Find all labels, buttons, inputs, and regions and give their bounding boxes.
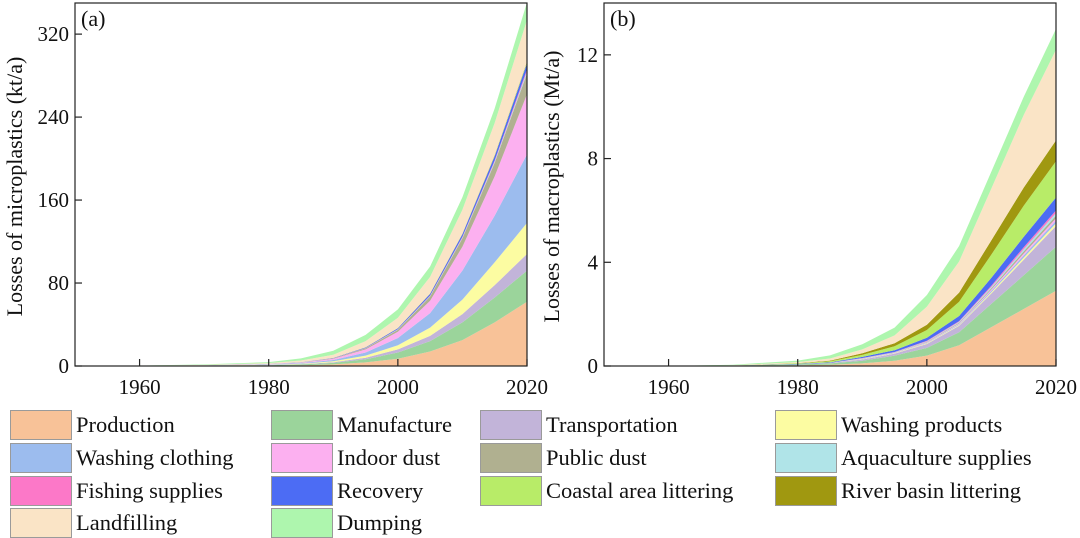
x-tick-label-a: 1980 (248, 375, 290, 399)
legend-label-manufacture: Manufacture (337, 412, 452, 437)
legend-label-fishing-supplies: Fishing supplies (76, 478, 223, 503)
area-b-production (604, 290, 1056, 366)
x-tick-label-b: 2000 (906, 375, 948, 399)
y-tick-label-a: 240 (38, 105, 70, 129)
legend-item-manufacture: Manufacture (271, 410, 452, 440)
legend-label-recovery: Recovery (337, 478, 424, 503)
legend-item-washing-products: Washing products (775, 410, 1002, 440)
y-axis-label-b: Losses of macroplastics (Mt/a) (539, 51, 564, 323)
legend-swatch-transportation (480, 410, 542, 440)
panel-a-microplastics: 0 80 160 240 320 1960 1980 2000 2020 (a) Losses of… (2, 2, 548, 399)
legend-swatch-aquaculture-supplies (775, 443, 837, 473)
legend-swatch-river-basin-littering (775, 476, 837, 506)
legend-item-coastal-area-littering: Coastal area littering (480, 476, 733, 506)
legend-swatch-washing-products (775, 410, 837, 440)
panel-b-macroplastics: 0 4 8 12 1960 1980 2000 2020 (b) Losses of macrop… (539, 2, 1077, 399)
y-axis-label-a: Losses of microplastics (kt/a) (2, 57, 27, 317)
y-tick-label-b: 0 (588, 354, 599, 378)
legend-label-landfilling: Landfilling (76, 510, 178, 535)
x-tick-label-a: 1960 (119, 375, 161, 399)
x-tick-label-b: 1980 (777, 375, 819, 399)
legend-swatch-recovery (271, 476, 333, 506)
panel-label-b: (b) (610, 6, 636, 31)
legend-label-production: Production (76, 412, 175, 437)
legend-label-indoor-dust: Indoor dust (337, 445, 441, 470)
area-b-dumping (604, 28, 1056, 367)
y-tick-label-a: 80 (48, 271, 69, 295)
legend-item-recovery: Recovery (271, 476, 423, 506)
legend-item-fishing-supplies: Fishing supplies (10, 476, 223, 506)
y-tick-label-a: 160 (38, 188, 70, 212)
area-a-production (75, 301, 527, 366)
legend-label-dumping: Dumping (337, 510, 423, 535)
legend-swatch-landfilling (10, 508, 72, 538)
legend-swatch-dumping (271, 508, 333, 538)
area-b-river-basin-littering (604, 140, 1056, 366)
legend-swatch-public-dust (480, 443, 542, 473)
legend-swatch-coastal-area-littering (480, 476, 542, 506)
legend-swatch-production (10, 410, 72, 440)
legend-label-transportation: Transportation (546, 412, 678, 437)
x-tick-label-b: 1960 (648, 375, 690, 399)
plot-frame-a (74, 2, 528, 367)
x-tick-label-b: 2020 (1035, 375, 1077, 399)
legend-label-river-basin-littering: River basin littering (841, 478, 1021, 503)
legend-item-landfilling: Landfilling (10, 508, 177, 538)
legend-item-transportation: Transportation (480, 410, 678, 440)
legend-item-washing-clothing: Washing clothing (10, 443, 234, 473)
legend-label-coastal-area-littering: Coastal area littering (546, 478, 734, 503)
legend-item-public-dust: Public dust (480, 443, 647, 473)
y-tick-label-a: 320 (38, 22, 70, 46)
legend-swatch-manufacture (271, 410, 333, 440)
legend-item-indoor-dust: Indoor dust (271, 443, 440, 473)
legend-item-production: Production (10, 410, 175, 440)
legend-swatch-fishing-supplies (10, 476, 72, 506)
legend-label-public-dust: Public dust (546, 445, 647, 470)
y-tick-label-b: 4 (588, 250, 599, 274)
legend-label-aquaculture-supplies: Aquaculture supplies (841, 445, 1032, 470)
legend-swatch-washing-clothing (10, 443, 72, 473)
legend-label-washing-products: Washing products (841, 412, 1003, 437)
legend-item-river-basin-littering: River basin littering (775, 476, 1021, 506)
x-tick-label-a: 2020 (506, 375, 548, 399)
plot-frame-b (603, 2, 1057, 367)
x-tick-label-a: 2000 (377, 375, 419, 399)
y-tick-label-b: 8 (588, 147, 599, 171)
legend-label-washing-clothing: Washing clothing (76, 445, 234, 470)
y-tick-label-b: 12 (577, 43, 598, 67)
legend: Production Manufacture Transportation Wa… (0, 404, 1080, 538)
legend-swatch-indoor-dust (271, 443, 333, 473)
legend-item-dumping: Dumping (271, 508, 422, 538)
panel-label-a: (a) (81, 6, 105, 31)
y-tick-label-a: 0 (59, 354, 70, 378)
legend-item-aquaculture-supplies: Aquaculture supplies (775, 443, 1032, 473)
area-b-landfilling (604, 49, 1056, 366)
